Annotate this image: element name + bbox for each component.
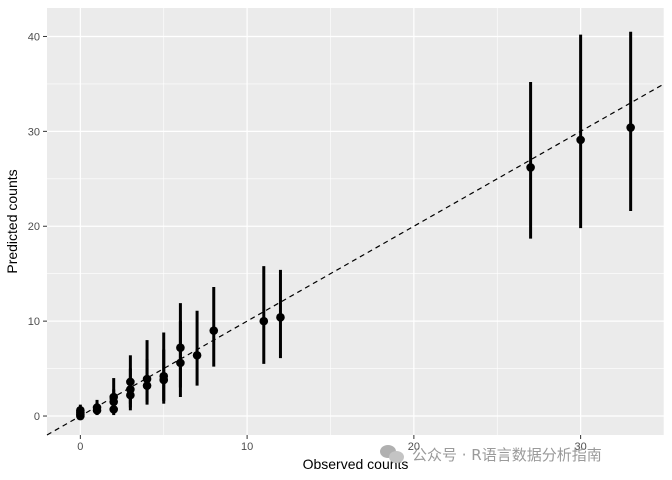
data-point (209, 326, 219, 335)
watermark-text: 公众号 · R语言数据分析指南 (412, 445, 602, 464)
x-axis-title: Observed counts (303, 456, 409, 472)
y-tick-label: 0 (34, 411, 40, 423)
data-point (142, 374, 152, 384)
y-axis-title: Predicted counts (4, 169, 20, 273)
data-point (259, 316, 269, 326)
x-tick-label: 10 (241, 441, 253, 453)
y-tick-label: 20 (28, 221, 40, 233)
data-point (126, 377, 135, 387)
data-point (109, 392, 119, 402)
x-axis: 0 10 20 30 (77, 435, 587, 453)
data-point (526, 163, 535, 172)
data-point (176, 343, 185, 353)
x-tick-label: 20 (408, 441, 420, 453)
data-point (576, 135, 585, 145)
data-point (176, 358, 185, 368)
plot-panel (47, 8, 664, 435)
watermark: 公众号 · R语言数据分析指南 (380, 443, 602, 465)
y-tick-label: 10 (28, 316, 40, 328)
data-point (126, 385, 135, 394)
data-point (76, 406, 85, 415)
y-tick-label: 30 (28, 126, 40, 138)
data-point (276, 313, 285, 322)
data-point (92, 403, 102, 412)
data-point (626, 123, 635, 132)
data-point (159, 371, 169, 381)
data-points (76, 123, 635, 421)
data-point (192, 350, 202, 360)
data-point (142, 381, 152, 390)
minor-gridlines (47, 8, 665, 435)
y-tick-label: 40 (28, 31, 40, 43)
data-point (109, 405, 119, 414)
x-tick-label: 30 (574, 441, 586, 453)
x-tick-label: 0 (77, 441, 83, 453)
wechat-icon (380, 444, 406, 464)
y-axis: 0 10 20 30 40 (28, 31, 47, 423)
